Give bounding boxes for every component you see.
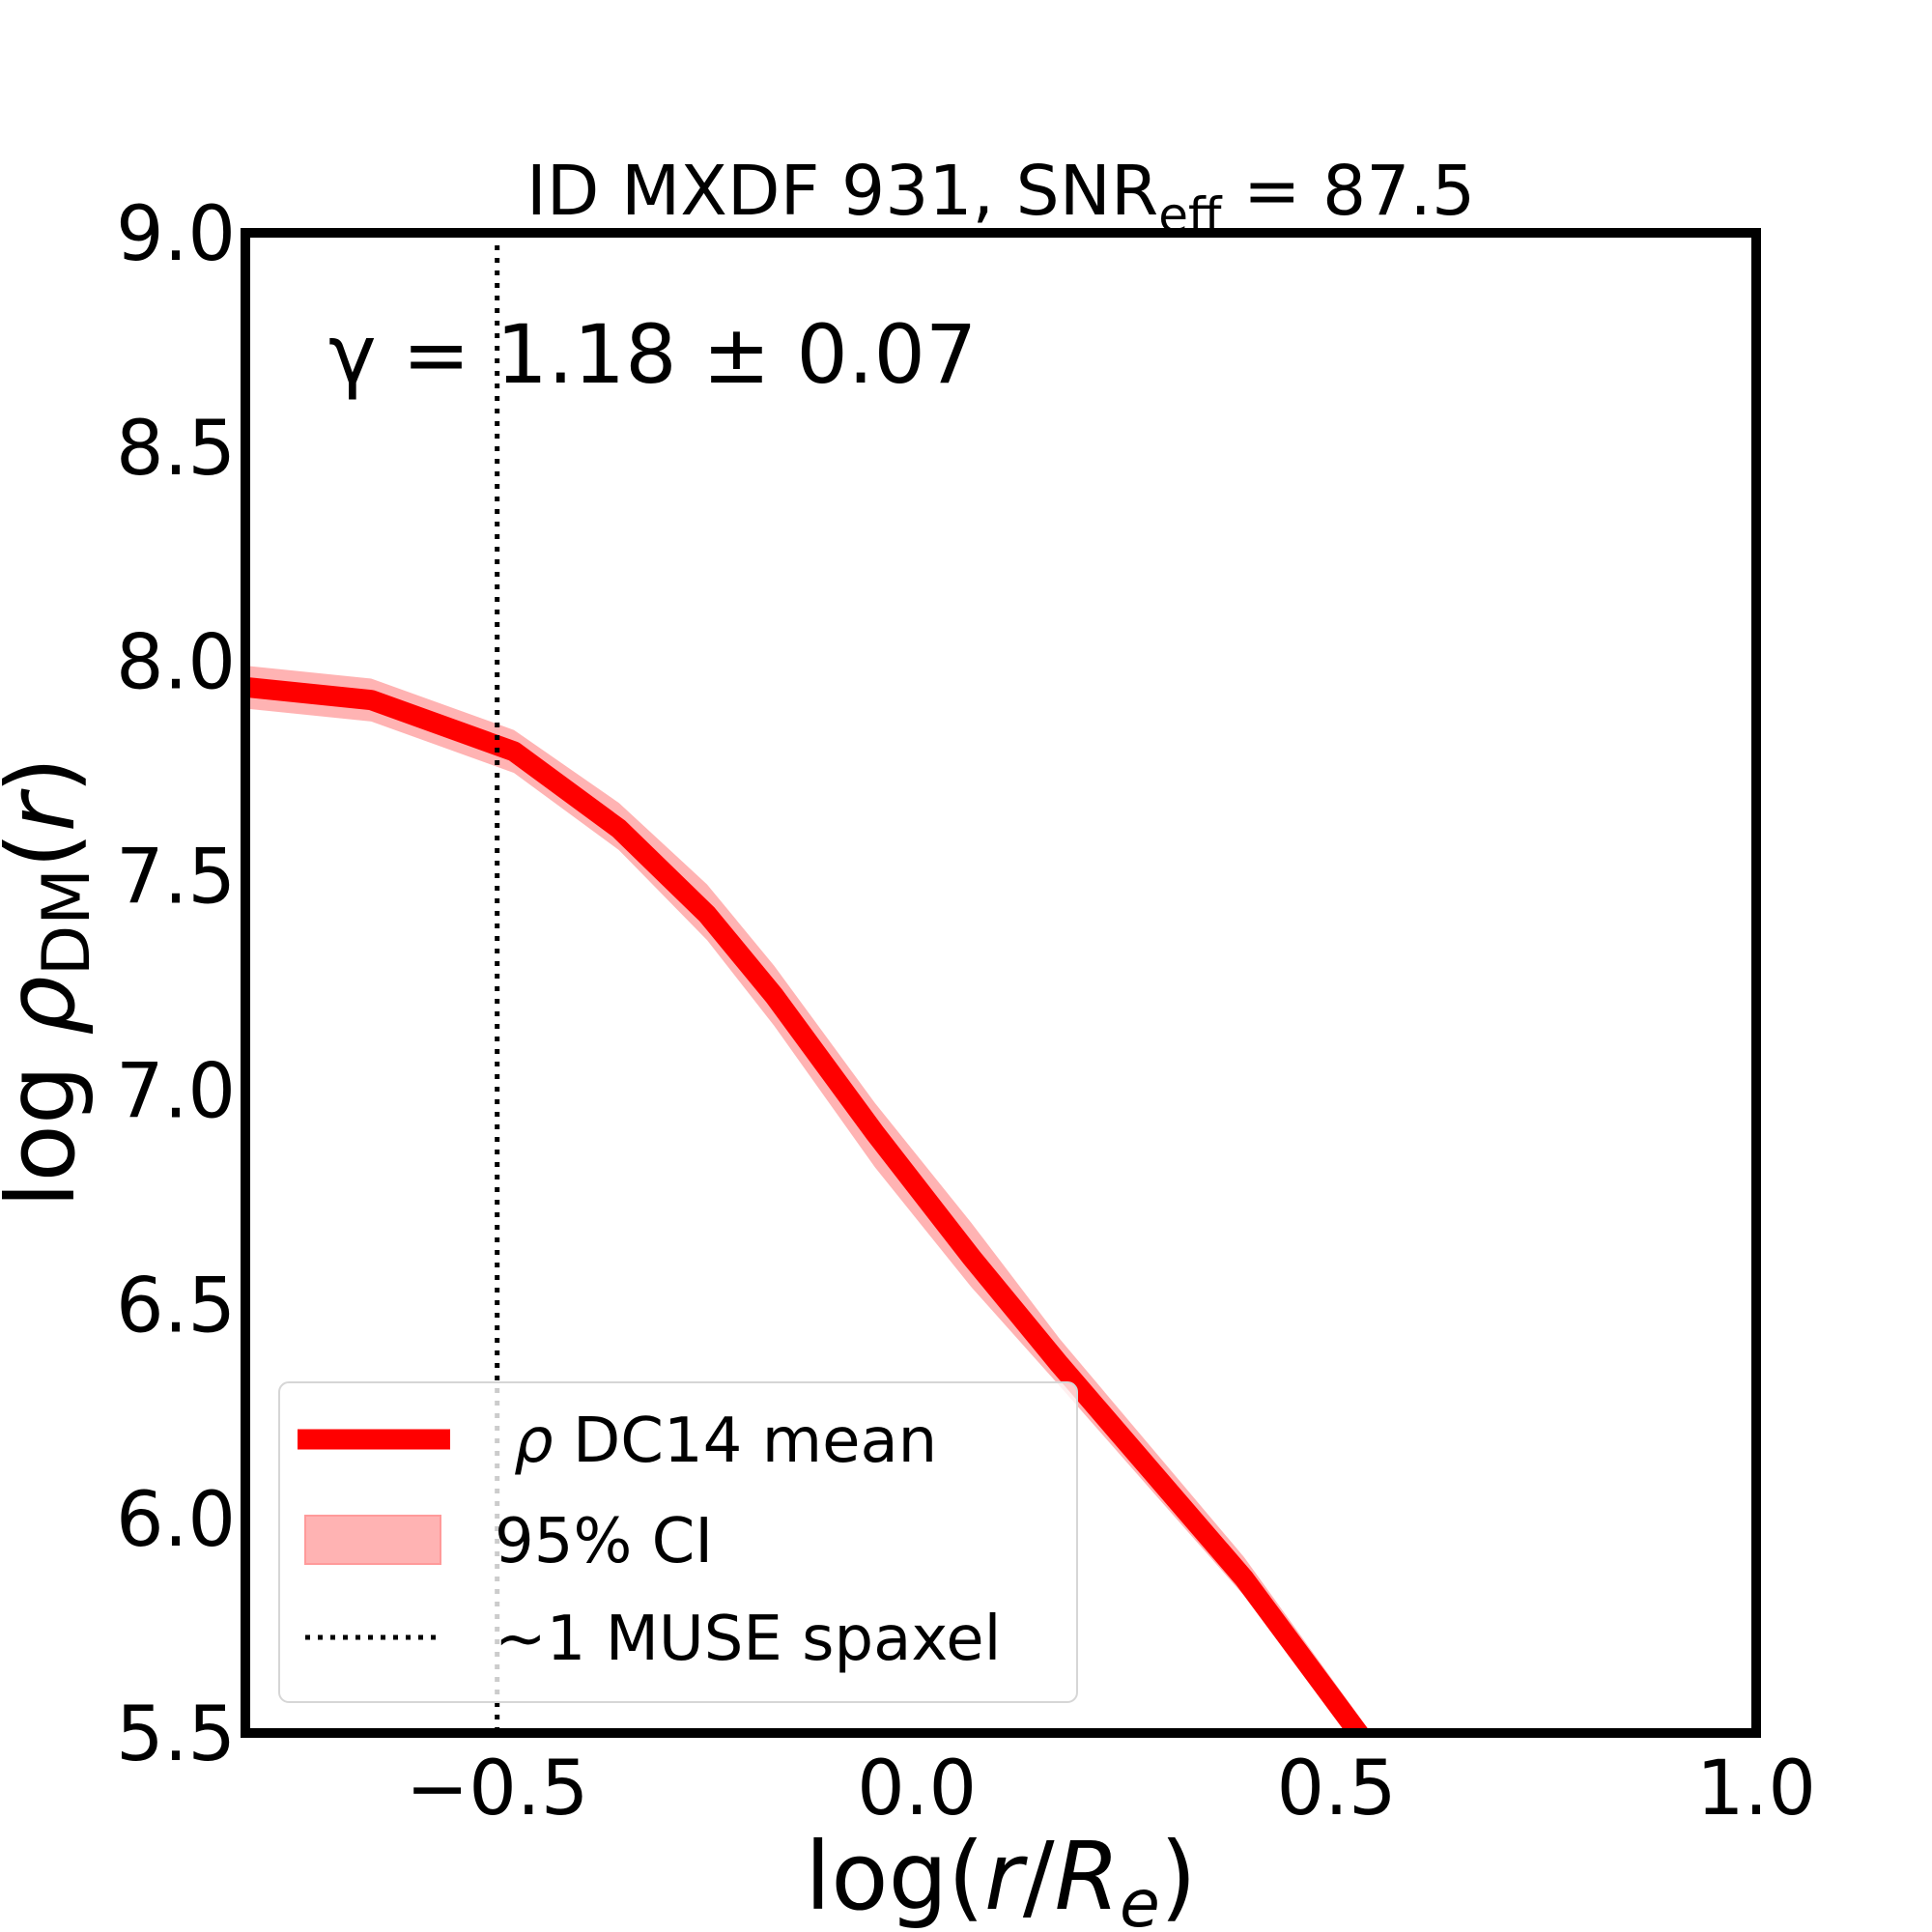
mean-line [245, 676, 1371, 1733]
x-axis-label: log(r/Re) [805, 1822, 1196, 1932]
y-axis-label: log ρDM(r) [0, 757, 105, 1208]
y-tick-label: 7.0 [116, 1048, 236, 1135]
legend-box [278, 1381, 1078, 1703]
x-tick-label: 0.5 [1277, 1746, 1397, 1833]
y-tick-label: 5.5 [116, 1691, 236, 1778]
legend-mean-label: ρ DC14 mean [514, 1406, 937, 1477]
legend-vline-label: ~1 MUSE spaxel [495, 1604, 1001, 1675]
y-tick-label: 9.0 [116, 191, 236, 278]
y-tick-label: 6.0 [116, 1477, 236, 1564]
x-tick-label: 0.0 [857, 1746, 977, 1833]
y-tick-label: 6.5 [116, 1263, 236, 1350]
chart-title: ID MXDF 931, SNReff = 87.5 [526, 151, 1475, 243]
axes-frame [241, 228, 1761, 1738]
series-group [245, 666, 1371, 1733]
x-tick-label: −0.5 [406, 1746, 588, 1833]
legend-ci-label: 95% CI [495, 1506, 713, 1577]
x-tick-label: 1.0 [1696, 1746, 1816, 1833]
plot-area [245, 233, 1371, 1733]
y-tick-label: 8.5 [116, 406, 236, 493]
legend: ρ DC14 mean 95% CI ~1 MUSE spaxel [278, 1381, 1078, 1703]
y-tick-label: 7.5 [116, 835, 236, 922]
tick-labels: −0.5 0.0 0.5 1.0 5.5 6.0 6.5 7.0 7.5 8.0 8.5 9.0 [116, 191, 1816, 1833]
legend-ci-swatch [304, 1515, 441, 1565]
gamma-annotation: γ = 1.18 ± 0.07 [328, 307, 977, 402]
y-tick-label: 8.0 [116, 620, 236, 707]
